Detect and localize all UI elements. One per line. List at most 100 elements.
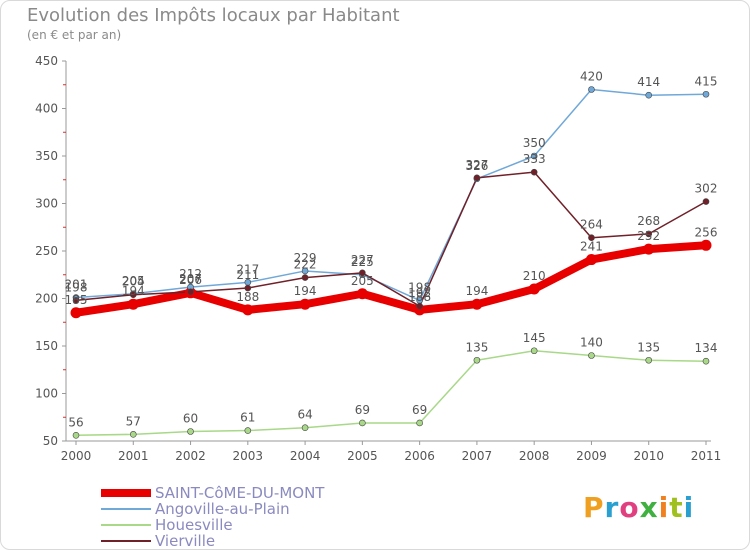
legend-item: Angoville-au-Plain xyxy=(101,501,401,517)
data-label: 69 xyxy=(355,403,370,417)
data-point xyxy=(359,419,366,427)
data-point xyxy=(585,254,597,266)
legend-swatch xyxy=(101,489,151,497)
legend-item: SAINT-CôME-DU-MONT xyxy=(101,485,401,501)
data-point xyxy=(700,239,712,251)
y-tick-label: 50 xyxy=(43,434,58,448)
legend-label: Houesville xyxy=(155,516,233,534)
x-tick-label: 2001 xyxy=(118,449,149,463)
data-label: 207 xyxy=(179,272,202,286)
data-label: 185 xyxy=(65,293,88,307)
chart-title: Evolution des Impôts locaux par Habitant xyxy=(27,5,400,26)
y-tick-label: 300 xyxy=(35,197,58,211)
data-label: 57 xyxy=(126,414,141,428)
data-point xyxy=(70,307,82,319)
data-point xyxy=(645,91,653,99)
legend-item: Houesville xyxy=(101,517,401,533)
data-label: 145 xyxy=(523,331,546,345)
data-point xyxy=(588,352,595,359)
chart-subtitle: (en € et par an) xyxy=(27,28,122,42)
y-tick-label: 100 xyxy=(35,387,58,401)
data-label: 205 xyxy=(122,274,145,288)
series-line-2 xyxy=(75,350,707,437)
legend-swatch xyxy=(101,524,151,526)
data-point xyxy=(242,304,254,316)
x-tick-label: 2005 xyxy=(347,449,378,463)
x-tick-label: 2000 xyxy=(61,449,92,463)
data-point xyxy=(244,284,252,292)
data-label: 415 xyxy=(695,74,718,88)
data-point xyxy=(645,356,653,364)
data-label: 61 xyxy=(240,411,255,425)
data-label: 327 xyxy=(465,158,488,172)
data-label: 194 xyxy=(465,284,488,298)
x-tick-label: 2006 xyxy=(404,449,435,463)
data-point xyxy=(356,288,368,300)
data-label: 198 xyxy=(65,280,88,294)
data-label: 188 xyxy=(408,290,431,304)
y-tick-label: 450 xyxy=(35,54,58,68)
y-tick-label: 200 xyxy=(35,292,58,306)
data-label: 222 xyxy=(294,258,317,272)
y-tick-label: 400 xyxy=(35,102,58,116)
series-line-0 xyxy=(72,241,710,317)
x-tick-label: 2008 xyxy=(519,449,550,463)
legend-swatch xyxy=(101,508,151,510)
data-point xyxy=(473,356,481,364)
data-label: 69 xyxy=(412,403,427,417)
legend-label: SAINT-CôME-DU-MONT xyxy=(155,484,325,502)
data-label: 56 xyxy=(68,415,83,429)
x-tick-label: 2003 xyxy=(233,449,264,463)
logo-letter: i xyxy=(658,491,670,524)
data-point xyxy=(471,298,483,310)
data-label: 205 xyxy=(351,274,374,288)
data-point xyxy=(473,174,481,182)
data-point xyxy=(416,419,423,427)
data-label: 211 xyxy=(236,268,259,282)
data-label: 192 xyxy=(408,286,431,300)
data-point xyxy=(530,152,538,160)
data-label: 64 xyxy=(297,408,312,422)
data-label: 268 xyxy=(637,214,660,228)
data-label: 264 xyxy=(580,218,603,232)
data-label: 140 xyxy=(580,336,603,350)
data-point xyxy=(416,302,423,310)
x-tick-label: 2004 xyxy=(290,449,321,463)
logo-letter: i xyxy=(683,491,695,524)
data-point xyxy=(187,288,194,296)
data-point xyxy=(301,267,309,275)
data-label: 212 xyxy=(179,267,202,281)
data-point xyxy=(530,168,538,176)
data-point xyxy=(359,269,366,277)
data-label: 241 xyxy=(580,240,603,254)
data-label: 229 xyxy=(294,251,317,265)
data-point xyxy=(127,298,139,310)
data-point xyxy=(645,230,653,238)
data-point xyxy=(643,243,655,255)
data-point xyxy=(528,283,540,295)
data-label: 135 xyxy=(465,340,488,354)
series-line-3 xyxy=(75,171,707,307)
series-line-1 xyxy=(75,88,707,302)
legend-swatch xyxy=(101,540,151,542)
data-point xyxy=(187,428,194,435)
data-label: 326 xyxy=(465,159,488,173)
data-label: 194 xyxy=(294,284,317,298)
data-label: 217 xyxy=(236,262,259,276)
data-label: 198 xyxy=(408,280,431,294)
legend-label: Vierville xyxy=(155,532,216,550)
legend-label: Angoville-au-Plain xyxy=(155,500,290,518)
data-point xyxy=(299,298,311,310)
data-label: 227 xyxy=(351,253,374,267)
x-tick-label: 2011 xyxy=(691,449,722,463)
data-point xyxy=(72,297,80,304)
data-point xyxy=(702,90,710,98)
data-label: 201 xyxy=(65,278,88,292)
y-tick-label: 250 xyxy=(35,244,58,258)
data-label: 225 xyxy=(351,255,374,269)
data-point xyxy=(702,357,710,365)
proxiti-logo: Proxiti xyxy=(583,491,694,524)
data-label: 256 xyxy=(695,225,718,239)
